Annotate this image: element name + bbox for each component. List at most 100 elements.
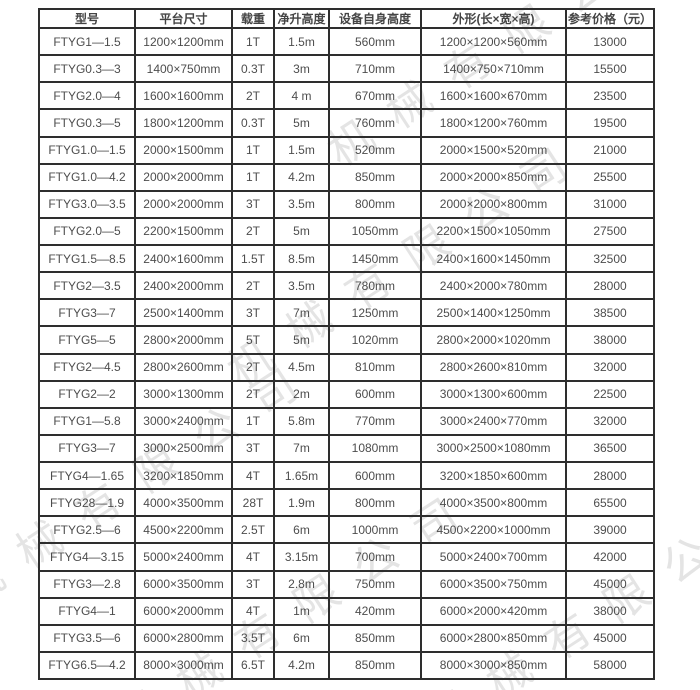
spec-cell: 2400×2000mm <box>134 271 233 301</box>
column-header: 型号 <box>38 8 136 29</box>
table-row: FTYG3—2.8 6000×3500mm 3T 2.8m 750mm 6000×3500… <box>38 569 655 599</box>
spec-cell: 4.2m <box>273 650 330 681</box>
table-row: FTYG0.3—5 1800×1200mm 0.3T 5m 760mm 1800×1200… <box>38 108 655 138</box>
table-row: FTYG5—5 2800×2000mm 5T 5m 1020mm 2800×2000×10… <box>38 325 655 355</box>
spec-cell: 1T <box>231 162 275 192</box>
spec-cell: 2T <box>231 271 275 301</box>
spec-cell: 2000×1500×520mm <box>420 135 567 165</box>
spec-cell: 1080mm <box>328 433 422 464</box>
spec-cell: 6000×2800mm <box>134 623 233 653</box>
spec-cell: 850mm <box>328 162 422 192</box>
spec-cell: 4500×2200mm <box>134 515 233 545</box>
spec-cell: 2T <box>231 379 275 409</box>
spec-cell: 2400×1600×1450mm <box>420 243 567 274</box>
spec-cell: 1450mm <box>328 243 422 274</box>
table-row: FTYG1—1.5 1200×1200mm 1T 1.5m 560mm 1200×1200… <box>38 26 655 57</box>
spec-cell: 27500 <box>565 216 655 247</box>
spec-cell: 520mm <box>328 135 422 165</box>
spec-cell: 4.2m <box>273 162 330 192</box>
spec-cell: FTYG4—3.15 <box>38 542 136 572</box>
spec-cell: 3.15m <box>273 542 330 572</box>
table-row: FTYG6.5—4.2 8000×3000mm 6.5T 4.2m 850mm 8000×… <box>38 650 655 681</box>
spec-cell: 3000×2500mm <box>134 433 233 464</box>
spec-cell: 32000 <box>565 406 655 436</box>
spec-cell: FTYG3—7 <box>38 298 136 328</box>
spec-cell: 1020mm <box>328 325 422 355</box>
spec-cell: 4.5m <box>273 352 330 382</box>
spec-cell: 3000×2400mm <box>134 406 233 436</box>
column-header: 平台尺寸 <box>134 8 233 29</box>
table-row: FTYG3.5—6 6000×2800mm 3.5T 6m 850mm 6000×2800… <box>38 623 655 653</box>
spec-cell: 0.3T <box>231 108 275 138</box>
spec-cell: 1.65m <box>273 460 330 491</box>
spec-cell: 1.5T <box>231 243 275 274</box>
spec-cell: 2000×2000mm <box>134 189 233 219</box>
spec-cell: 1.5m <box>273 26 330 57</box>
spec-cell: 1400×750×710mm <box>420 54 567 84</box>
table-row: FTYG0.3—3 1400×750mm 0.3T 3m 710mm 1400×750×7… <box>38 54 655 84</box>
spec-cell: 3T <box>231 189 275 219</box>
spec-cell: 2000×2000mm <box>134 162 233 192</box>
spec-cell: 1200×1200×560mm <box>420 26 567 57</box>
table-row: FTYG2—4.5 2800×2600mm 2T 4.5m 810mm 2800×2600… <box>38 352 655 382</box>
spec-cell: FTYG1.5—8.5 <box>38 243 136 274</box>
spec-cell: 15500 <box>565 54 655 84</box>
spec-cell: 19500 <box>565 108 655 138</box>
table-row: FTYG1.5—8.5 2400×1600mm 1.5T 8.5m 1450mm 2400… <box>38 243 655 274</box>
spec-cell: 1050mm <box>328 216 422 247</box>
spec-cell: 1T <box>231 135 275 165</box>
spec-cell: 710mm <box>328 54 422 84</box>
spec-cell: 45000 <box>565 623 655 653</box>
column-header: 设备自身高度 <box>328 8 422 29</box>
spec-cell: 1.5m <box>273 135 330 165</box>
spec-cell: 6000×2000mm <box>134 596 233 626</box>
spec-cell: FTYG3—2.8 <box>38 569 136 599</box>
spec-cell: 8.5m <box>273 243 330 274</box>
spec-cell: 850mm <box>328 623 422 653</box>
spec-cell: 2.8m <box>273 569 330 599</box>
spec-cell: FTYG1.0—4.2 <box>38 162 136 192</box>
spec-cell: 3T <box>231 433 275 464</box>
spec-cell: 5000×2400×700mm <box>420 542 567 572</box>
spec-cell: 3.5m <box>273 271 330 301</box>
table-row: FTYG2.0—5 2200×1500mm 2T 5m 1050mm 2200×1500×… <box>38 216 655 247</box>
spec-cell: FTYG4—1 <box>38 596 136 626</box>
spec-cell: 800mm <box>328 488 422 518</box>
spec-cell: 36500 <box>565 433 655 464</box>
spec-cell: 39000 <box>565 515 655 545</box>
spec-cell: 42000 <box>565 542 655 572</box>
spec-cell: 2800×2000mm <box>134 325 233 355</box>
spec-cell: 1400×750mm <box>134 54 233 84</box>
spec-cell: 420mm <box>328 596 422 626</box>
spec-cell: 38500 <box>565 298 655 328</box>
spec-cell: FTYG2.0—5 <box>38 216 136 247</box>
spec-cell: 8000×3000×850mm <box>420 650 567 681</box>
spec-cell: 800mm <box>328 189 422 219</box>
table-row: FTYG28—1.9 4000×3500mm 28T 1.9m 800mm 4000×35… <box>38 488 655 518</box>
spec-cell: 6m <box>273 515 330 545</box>
table-row: FTYG4—1 6000×2000mm 4T 1m 420mm 6000×2000×420… <box>38 596 655 626</box>
spec-cell: 1600×1600×670mm <box>420 81 567 111</box>
spec-cell: 5m <box>273 216 330 247</box>
spec-cell: 2200×1500mm <box>134 216 233 247</box>
spec-cell: 21000 <box>565 135 655 165</box>
spec-cell: 6000×2800×850mm <box>420 623 567 653</box>
spec-cell: 2000×2000×800mm <box>420 189 567 219</box>
spec-cell: 6000×3500mm <box>134 569 233 599</box>
spec-cell: 4T <box>231 460 275 491</box>
spec-cell: 2800×2600mm <box>134 352 233 382</box>
spec-cell: 0.3T <box>231 54 275 84</box>
spec-cell: 1.9m <box>273 488 330 518</box>
spec-cell: 1T <box>231 26 275 57</box>
spec-cell: 31000 <box>565 189 655 219</box>
product-spec-table: 型号 平台尺寸 载重 净升高度 设备自身高度 外形(长×宽×高) 参考价格（元） FTYG1… <box>38 8 655 681</box>
table-row: FTYG3—7 2500×1400mm 3T 7m 1250mm 2500×1400×12… <box>38 298 655 328</box>
spec-cell: FTYG2—3.5 <box>38 271 136 301</box>
spec-cell: 28T <box>231 488 275 518</box>
spec-cell: 1800×1200×760mm <box>420 108 567 138</box>
header-row: 型号 平台尺寸 载重 净升高度 设备自身高度 外形(长×宽×高) 参考价格（元） <box>38 8 655 29</box>
table-row: FTYG3.0—3.5 2000×2000mm 3T 3.5m 800mm 2000×20… <box>38 189 655 219</box>
spec-cell: 810mm <box>328 352 422 382</box>
spec-cell: 1250mm <box>328 298 422 328</box>
table-row: FTYG2.5—6 4500×2200mm 2.5T 6m 1000mm 4500×220… <box>38 515 655 545</box>
